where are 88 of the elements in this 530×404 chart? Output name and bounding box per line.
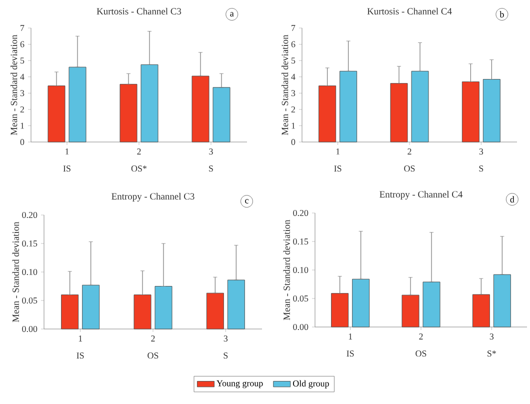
text: IS bbox=[334, 166, 342, 172]
y-tick-label: 5 bbox=[292, 58, 296, 64]
y-tick-label: 1 bbox=[292, 122, 295, 129]
x-tick-label: 3 bbox=[479, 148, 484, 155]
chart-title: Kurtosis - Channel C3 bbox=[96, 8, 182, 14]
bar bbox=[140, 64, 158, 142]
y-tick-label: 2 bbox=[20, 106, 24, 112]
x-tick-label: 2 bbox=[151, 336, 155, 342]
y-tick-label: 5 bbox=[20, 58, 24, 64]
bar bbox=[390, 83, 408, 142]
bar bbox=[352, 278, 370, 328]
text: OS* bbox=[131, 166, 147, 172]
y-tick-label: 0.20 bbox=[22, 212, 38, 218]
x-tick-label: 3 bbox=[224, 336, 228, 342]
text: d bbox=[510, 196, 514, 202]
y-tick-label: 0.00 bbox=[293, 324, 308, 330]
y-axis-title: Mean - Standard deviation bbox=[283, 220, 290, 320]
legend-label: Young group bbox=[216, 380, 263, 388]
x-tick-label: 1 bbox=[66, 148, 69, 154]
x-tick-label: 1 bbox=[78, 336, 82, 342]
bar bbox=[472, 294, 490, 328]
y-tick-label: 0.20 bbox=[293, 210, 308, 216]
text: S bbox=[479, 166, 484, 172]
bar bbox=[48, 86, 66, 142]
x-tick-label: 2 bbox=[137, 148, 141, 154]
x-tick-label: 2 bbox=[408, 148, 412, 154]
y-tick-label: 0.05 bbox=[22, 297, 38, 304]
y-tick-label: 6 bbox=[20, 41, 24, 48]
y-tick-label: 0.10 bbox=[22, 268, 38, 276]
text: a bbox=[230, 12, 234, 16]
x-tick-label: 1 bbox=[336, 148, 340, 154]
x-tick-label: 1 bbox=[348, 334, 352, 340]
bar bbox=[154, 286, 172, 330]
bar bbox=[411, 70, 429, 142]
text: OS bbox=[148, 352, 158, 359]
chart-title: Entropy - Channel C4 bbox=[380, 190, 463, 200]
bar bbox=[331, 293, 349, 328]
x-tick-label: 3 bbox=[490, 334, 494, 340]
bar bbox=[134, 294, 152, 330]
y-tick-label: 0.15 bbox=[293, 238, 308, 245]
x-tick-label: 2 bbox=[419, 334, 423, 340]
y-tick-label: 0.00 bbox=[22, 326, 38, 332]
y-tick-label: 0.10 bbox=[293, 266, 308, 274]
legend-label: Old group bbox=[293, 380, 329, 388]
bar bbox=[82, 284, 100, 330]
y-tick-label: 4 bbox=[20, 74, 24, 80]
bar bbox=[402, 294, 420, 328]
y-axis-title: Mean - Standard deviation bbox=[10, 34, 18, 136]
y-tick-label: 1 bbox=[20, 122, 24, 129]
bar bbox=[192, 76, 210, 142]
text: OS bbox=[416, 350, 426, 357]
bar bbox=[422, 282, 440, 328]
y-axis-title: Mean - Standard deviation bbox=[12, 222, 19, 322]
bar bbox=[61, 294, 79, 330]
text: S bbox=[209, 166, 213, 172]
y-tick-label: 0 bbox=[20, 138, 24, 146]
y-tick-label: 3 bbox=[291, 90, 296, 96]
y-tick-label: 0 bbox=[291, 138, 296, 146]
bar bbox=[318, 86, 336, 142]
y-tick-label: 7 bbox=[292, 25, 296, 31]
y-tick-label: 4 bbox=[291, 74, 296, 80]
y-tick-label: 0.05 bbox=[293, 295, 308, 302]
bar bbox=[212, 87, 230, 142]
text: b bbox=[500, 11, 504, 18]
bar bbox=[340, 70, 358, 142]
y-tick-label: 3 bbox=[20, 90, 24, 96]
y-tick-label: 0.15 bbox=[22, 240, 38, 247]
text: OS bbox=[404, 166, 415, 172]
bar bbox=[206, 292, 224, 330]
bar bbox=[462, 81, 480, 142]
text: IS bbox=[63, 166, 70, 172]
text: IS bbox=[76, 352, 84, 359]
bar bbox=[227, 280, 245, 330]
text: c bbox=[245, 199, 248, 204]
text: S* bbox=[488, 350, 496, 357]
x-tick-label: 3 bbox=[209, 148, 213, 155]
bar bbox=[482, 79, 500, 142]
text: S bbox=[224, 352, 228, 359]
y-tick-label: 6 bbox=[291, 41, 296, 48]
bar bbox=[493, 274, 511, 328]
bar bbox=[68, 66, 86, 142]
y-tick-label: 2 bbox=[291, 106, 295, 112]
bar bbox=[120, 84, 138, 142]
chart-title: Kurtosis - Channel C4 bbox=[367, 8, 452, 14]
y-tick-label: 7 bbox=[20, 25, 24, 31]
text: IS bbox=[346, 350, 354, 357]
y-axis-title: Mean - Standard deviation bbox=[282, 34, 288, 136]
chart-title: Entropy - Channel C3 bbox=[112, 192, 194, 202]
